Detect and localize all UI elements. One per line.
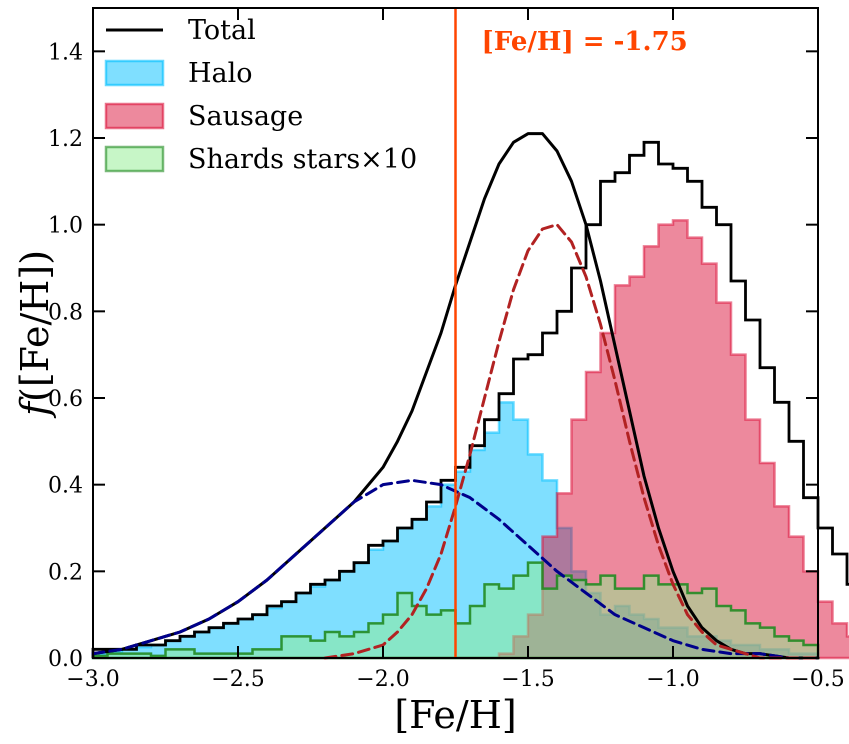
legend-halo-label: Halo [188, 58, 253, 89]
x-tick-label: −0.5 [791, 667, 844, 692]
x-tick-label: −1.5 [501, 667, 554, 692]
legend: Total Halo Sausage Shards stars×10 [104, 15, 417, 175]
x-tick-label: −3.0 [66, 667, 119, 692]
threshold-annotation: [Fe/H] = -1.75 [482, 27, 688, 57]
y-tick-label: 1.2 [48, 127, 83, 152]
x-axis-label: [Fe/H] [394, 693, 516, 737]
y-tick-label: 0.2 [48, 560, 83, 585]
legend-halo-swatch [104, 59, 165, 87]
legend-sausage-swatch [104, 102, 165, 130]
sausage-model-curve-dashed [323, 223, 820, 660]
y-axis-label: f([Fe/H]) [13, 250, 57, 419]
y-tick-label: 0.6 [48, 387, 83, 412]
y-axis-label-rest: ([Fe/H]) [13, 250, 57, 402]
y-tick-label: 0.8 [48, 300, 83, 325]
y-tick-label: 1.4 [48, 40, 83, 65]
legend-total-label: Total [188, 15, 256, 46]
legend-shards-stars-10-label: Shards stars×10 [188, 144, 417, 175]
tick-layer: −3.0 −2.5 −2.0 −1.5 −1.0 −0.5 0.0 0.2 0.4 0.6 0.8 1… [48, 8, 845, 692]
legend-shards-stars-10-swatch [104, 145, 165, 173]
x-tick-label: −2.0 [356, 667, 409, 692]
y-tick-label: 1.0 [48, 214, 83, 239]
plot-frame [92, 7, 819, 659]
x-tick-label: −2.5 [211, 667, 264, 692]
y-tick-label: 0.0 [48, 647, 83, 672]
x-tick-label: −1.0 [646, 667, 699, 692]
legend-sausage-label: Sausage [188, 101, 303, 132]
y-tick-label: 0.4 [48, 474, 83, 499]
total-step-histogram [91, 140, 849, 658]
